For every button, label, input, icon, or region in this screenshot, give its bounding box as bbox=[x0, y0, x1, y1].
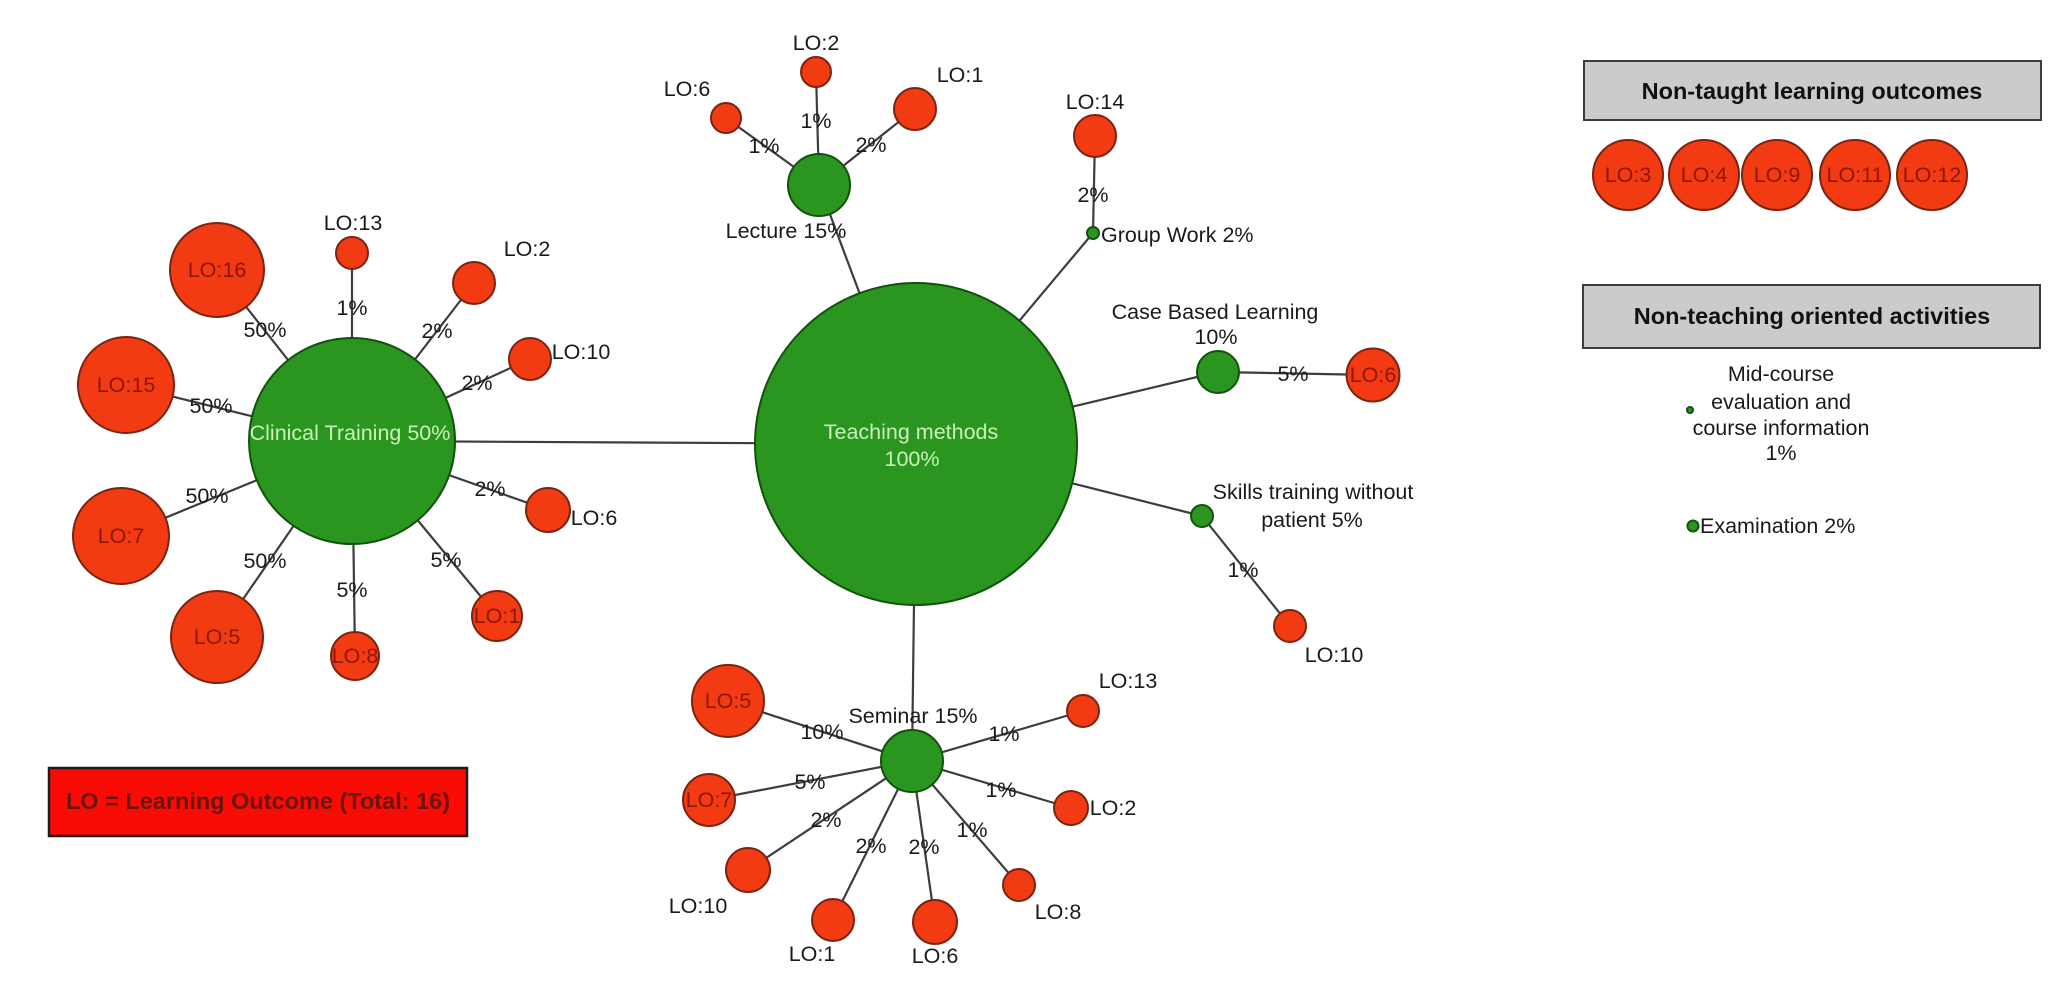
svg-text:LO:8: LO:8 bbox=[332, 644, 379, 668]
svg-text:10%: 10% bbox=[800, 720, 843, 744]
svg-text:1%: 1% bbox=[956, 818, 987, 842]
svg-text:LO:5: LO:5 bbox=[194, 625, 241, 649]
svg-text:LO:6: LO:6 bbox=[664, 77, 711, 101]
svg-text:100%: 100% bbox=[885, 447, 940, 471]
svg-text:5%: 5% bbox=[794, 770, 825, 794]
svg-text:1%: 1% bbox=[748, 134, 779, 158]
svg-text:course information: course information bbox=[1693, 416, 1870, 440]
svg-text:LO:10: LO:10 bbox=[1305, 643, 1364, 667]
svg-text:2%: 2% bbox=[855, 133, 886, 157]
svg-text:1%: 1% bbox=[1227, 558, 1258, 582]
svg-text:Skills training without: Skills training without bbox=[1213, 480, 1414, 504]
svg-text:LO:6: LO:6 bbox=[571, 506, 618, 530]
svg-text:LO:2: LO:2 bbox=[1090, 796, 1137, 820]
svg-text:Seminar 15%: Seminar 15% bbox=[848, 704, 977, 728]
svg-text:50%: 50% bbox=[189, 394, 232, 418]
svg-text:Lecture 15%: Lecture 15% bbox=[726, 219, 847, 243]
svg-text:LO:1: LO:1 bbox=[474, 604, 521, 628]
svg-text:evaluation and: evaluation and bbox=[1711, 390, 1851, 414]
svg-text:LO:2: LO:2 bbox=[504, 237, 551, 261]
svg-text:LO:6: LO:6 bbox=[912, 944, 959, 968]
svg-text:Teaching methods: Teaching methods bbox=[824, 420, 999, 444]
svg-text:5%: 5% bbox=[430, 548, 461, 572]
svg-text:2%: 2% bbox=[421, 319, 452, 343]
svg-text:Examination 2%: Examination 2% bbox=[1700, 514, 1855, 538]
svg-text:LO:16: LO:16 bbox=[188, 258, 247, 282]
svg-text:LO:1: LO:1 bbox=[789, 942, 836, 966]
svg-text:LO = Learning Outcome (Total:: LO = Learning Outcome (Total: 16) bbox=[66, 788, 450, 814]
svg-text:LO:15: LO:15 bbox=[97, 373, 156, 397]
svg-text:2%: 2% bbox=[810, 808, 841, 832]
svg-text:1%: 1% bbox=[988, 722, 1019, 746]
svg-text:LO:14: LO:14 bbox=[1066, 90, 1125, 114]
svg-text:LO:7: LO:7 bbox=[98, 524, 145, 548]
svg-text:1%: 1% bbox=[336, 296, 367, 320]
svg-text:LO:7: LO:7 bbox=[686, 788, 733, 812]
svg-text:LO:12: LO:12 bbox=[1903, 163, 1962, 187]
svg-text:2%: 2% bbox=[1077, 183, 1108, 207]
svg-text:LO:8: LO:8 bbox=[1035, 900, 1082, 924]
svg-text:Clinical Training 50%: Clinical Training 50% bbox=[250, 421, 451, 445]
svg-text:2%: 2% bbox=[908, 835, 939, 859]
svg-text:2%: 2% bbox=[855, 834, 886, 858]
svg-text:50%: 50% bbox=[243, 549, 286, 573]
svg-text:LO:3: LO:3 bbox=[1605, 163, 1652, 187]
svg-text:Case Based Learning: Case Based Learning bbox=[1112, 300, 1319, 324]
svg-text:2%: 2% bbox=[461, 371, 492, 395]
svg-text:LO:5: LO:5 bbox=[705, 689, 752, 713]
svg-text:5%: 5% bbox=[1277, 362, 1308, 386]
svg-text:LO:1: LO:1 bbox=[937, 63, 984, 87]
svg-text:1%: 1% bbox=[800, 109, 831, 133]
svg-text:LO:4: LO:4 bbox=[1681, 163, 1728, 187]
svg-text:patient 5%: patient 5% bbox=[1261, 508, 1363, 532]
svg-text:5%: 5% bbox=[336, 578, 367, 602]
svg-text:LO:13: LO:13 bbox=[1099, 669, 1158, 693]
svg-text:Non-teaching oriented activiti: Non-teaching oriented activities bbox=[1634, 303, 1990, 329]
svg-text:LO:10: LO:10 bbox=[552, 340, 611, 364]
svg-text:LO:2: LO:2 bbox=[793, 31, 840, 55]
svg-text:LO:11: LO:11 bbox=[1827, 163, 1884, 187]
svg-text:2%: 2% bbox=[474, 477, 505, 501]
svg-text:LO:10: LO:10 bbox=[669, 894, 728, 918]
svg-text:Non-taught learning outcomes: Non-taught learning outcomes bbox=[1642, 78, 1983, 104]
svg-text:1%: 1% bbox=[985, 778, 1016, 802]
svg-text:10%: 10% bbox=[1194, 325, 1237, 349]
svg-text:LO:6: LO:6 bbox=[1350, 363, 1397, 387]
svg-text:50%: 50% bbox=[243, 318, 286, 342]
svg-text:1%: 1% bbox=[1765, 441, 1796, 465]
svg-text:LO:9: LO:9 bbox=[1754, 163, 1801, 187]
svg-text:50%: 50% bbox=[185, 484, 228, 508]
svg-text:Group Work 2%: Group Work 2% bbox=[1101, 223, 1254, 247]
svg-text:Mid-course: Mid-course bbox=[1728, 362, 1834, 386]
svg-text:LO:13: LO:13 bbox=[324, 211, 383, 235]
